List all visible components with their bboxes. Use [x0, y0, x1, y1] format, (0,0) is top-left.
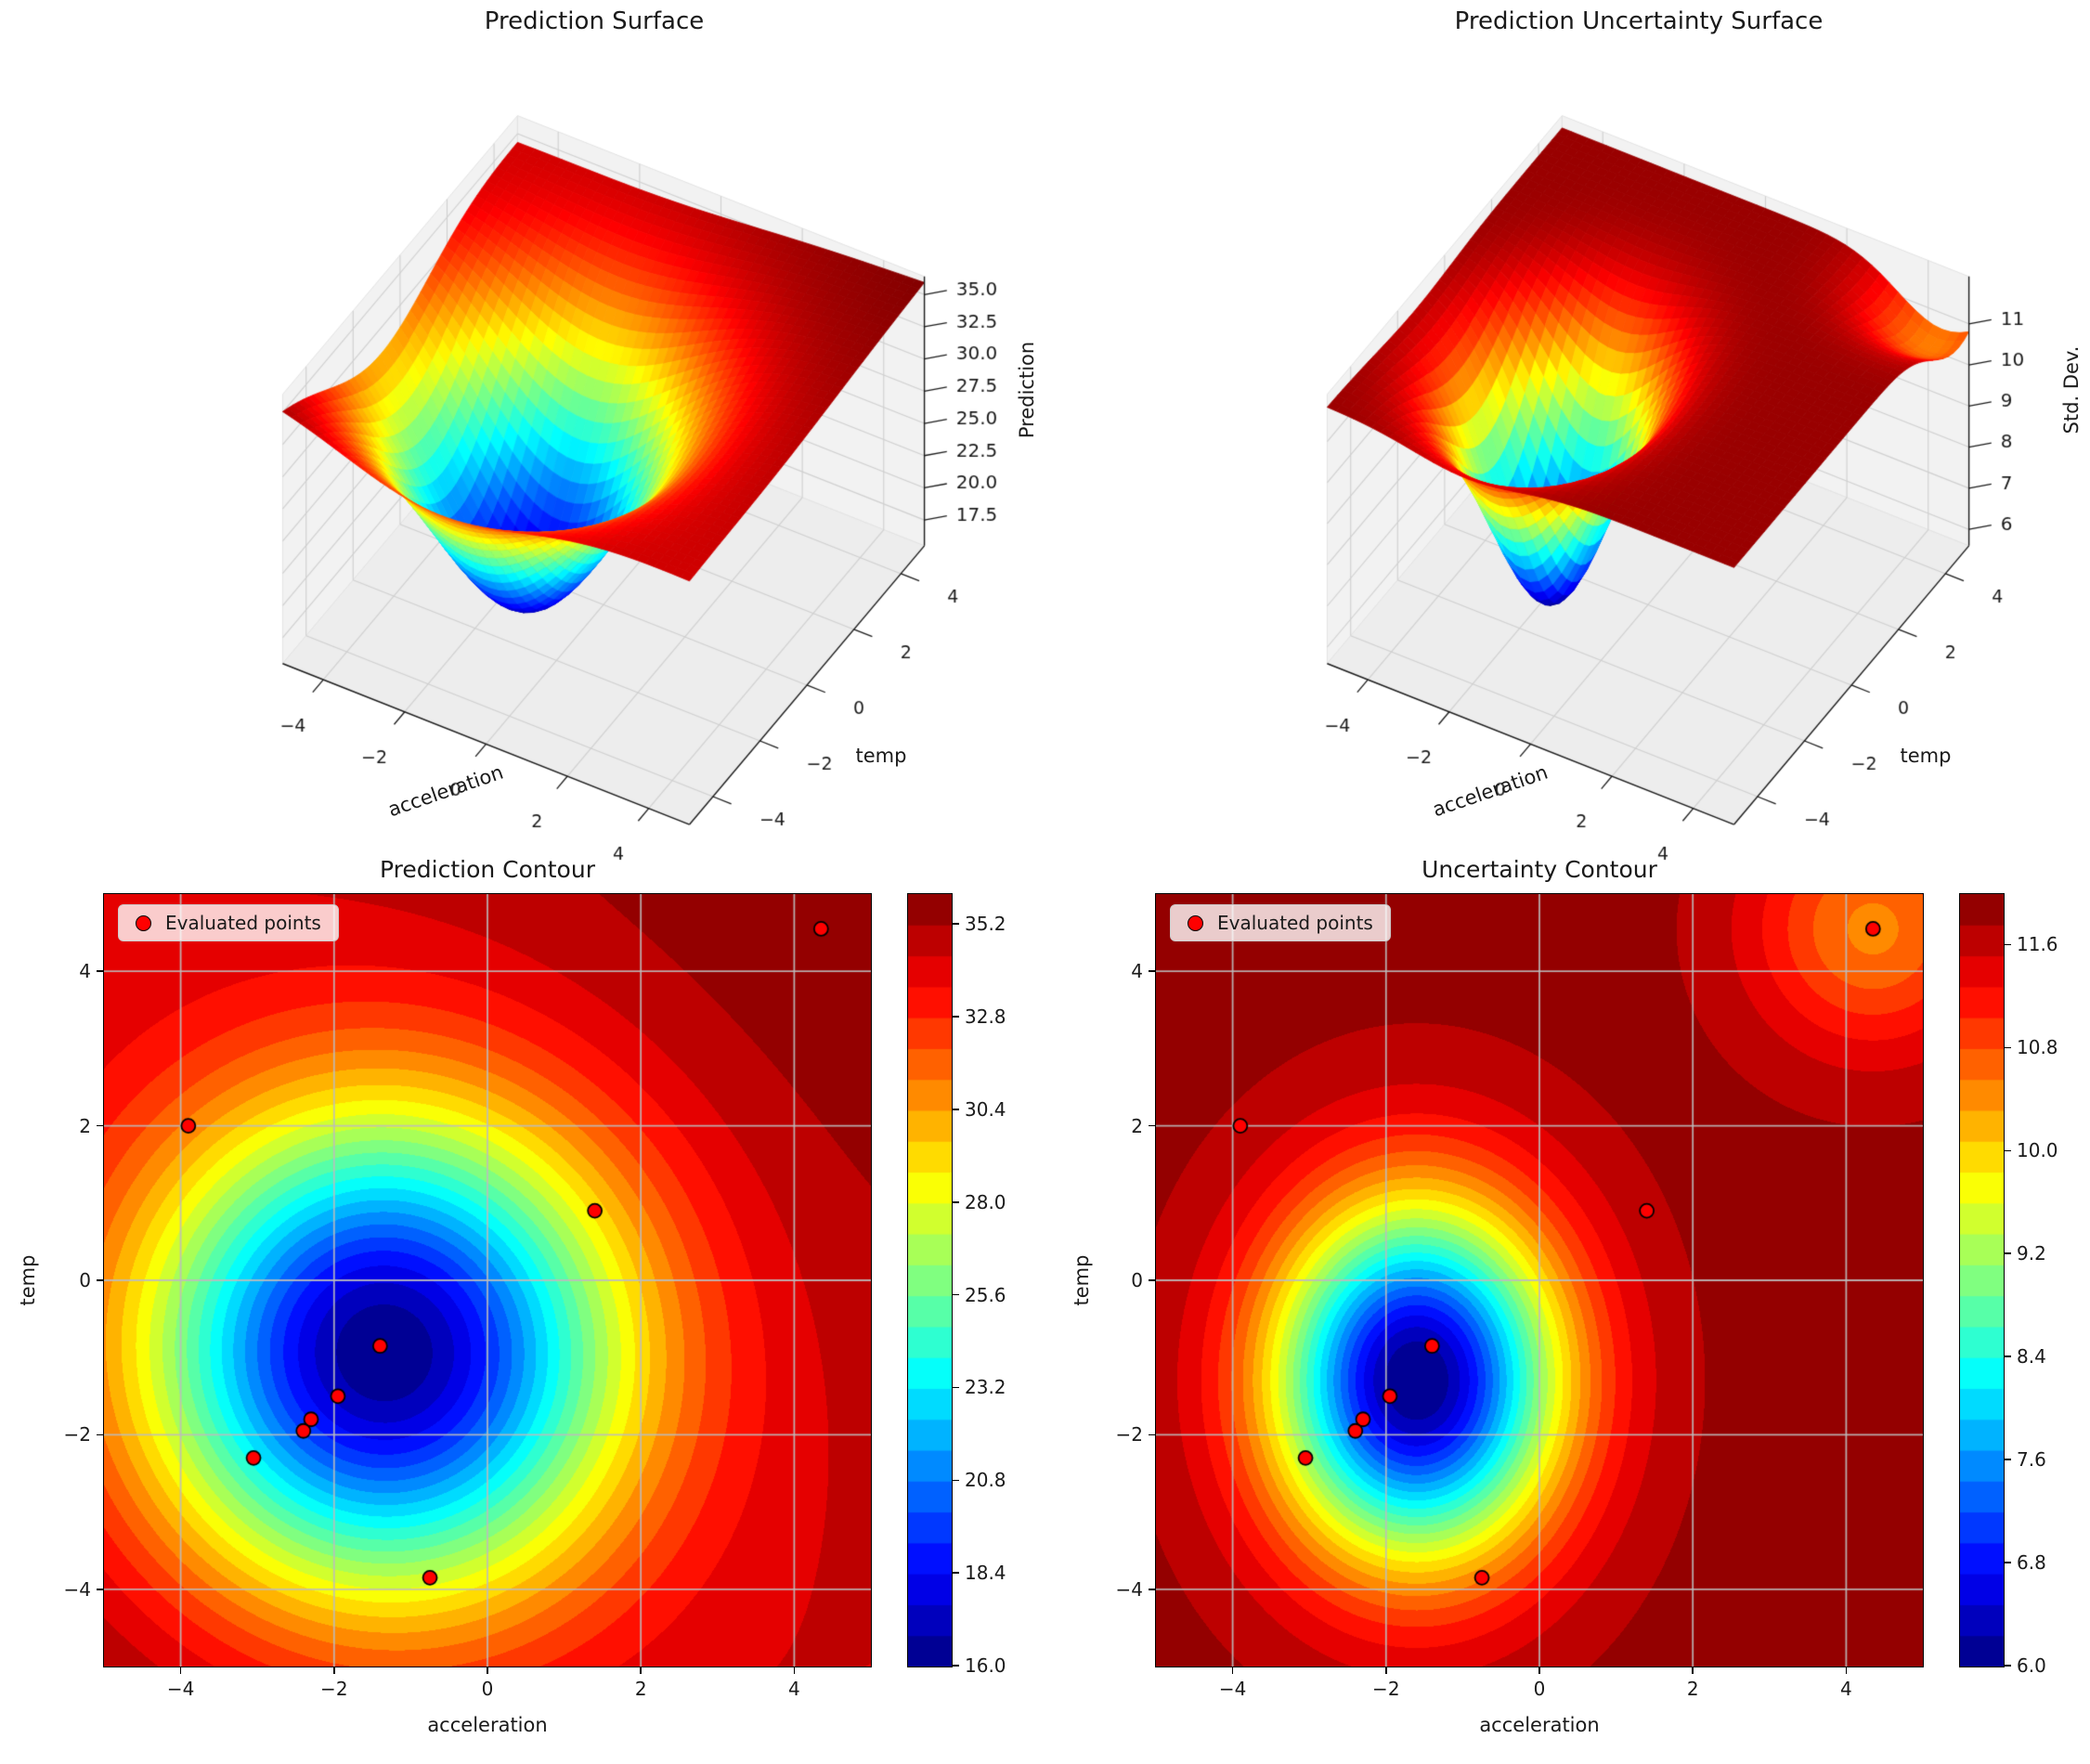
colorbar-tick-label: 23.2: [965, 1376, 1006, 1399]
colorbar-tick-mark: [952, 923, 959, 926]
x-axis-tick-label: 4: [788, 1678, 800, 1700]
x-axis-tick-label: 2: [634, 1678, 647, 1700]
x-axis-tick-mark: [793, 1667, 796, 1674]
y-axis-tick-label: 0: [1131, 1269, 1143, 1291]
x-axis-tick-mark: [333, 1667, 335, 1674]
x-axis-tick-label: 4: [1840, 1678, 1852, 1700]
y-axis-tick-label: 0: [79, 1269, 91, 1291]
colorbar-tick-label: 18.4: [965, 1562, 1006, 1585]
uncertainty-surface-plot: [1184, 37, 2090, 887]
surface1-z-axis-label: Prediction: [1016, 341, 1038, 439]
y-axis-tick-label: −4: [1115, 1577, 1143, 1601]
y-axis-tick-label: 4: [1131, 960, 1143, 983]
colorbar-tick-mark: [2004, 1562, 2011, 1563]
colorbar-tick-mark: [2004, 1046, 2011, 1049]
y-axis-tick-mark: [1149, 1433, 1156, 1436]
y-axis-tick-mark: [97, 1433, 104, 1436]
colorbar-tick-mark: [2004, 1252, 2011, 1255]
x-axis-tick-label: −4: [166, 1678, 195, 1700]
colorbar-tick-mark: [952, 1479, 959, 1482]
prediction-surface-title: Prediction Surface: [484, 7, 705, 35]
y-axis-tick-mark: [1149, 1279, 1156, 1281]
x-axis-tick-mark: [640, 1667, 642, 1674]
x-axis-tick-mark: [179, 1667, 182, 1674]
x-axis-tick-label: 0: [1533, 1678, 1546, 1700]
colorbar-tick-mark: [2004, 1459, 2011, 1460]
surface1-y-axis-label: temp: [855, 745, 907, 767]
legend-prediction-contour: Evaluated points: [118, 904, 339, 941]
evaluated-point-marker-icon: [1188, 914, 1203, 931]
colorbar-tick-label: 10.8: [2017, 1036, 2058, 1059]
x-axis-tick-mark: [487, 1667, 488, 1674]
x-axis-tick-label: −4: [1218, 1678, 1247, 1700]
colorbar-tick-mark: [952, 1386, 959, 1389]
colorbar-tick-label: 16.0: [965, 1654, 1006, 1677]
y-axis-tick-label: −4: [63, 1577, 91, 1601]
colorbar-tick-label: 10.0: [2017, 1139, 2058, 1162]
colorbar-tick-label: 20.8: [965, 1469, 1006, 1492]
colorbar-tick-label: 7.6: [2017, 1448, 2046, 1472]
evaluated-point-marker-icon: [136, 914, 151, 931]
colorbar-tick-label: 25.6: [965, 1283, 1006, 1306]
prediction-contour-title: Prediction Contour: [380, 856, 595, 883]
uncertainty-colorbar: [1959, 893, 2005, 1667]
colorbar-tick-mark: [952, 1201, 959, 1203]
colorbar-tick-label: 11.6: [2017, 933, 2058, 956]
colorbar-tick-label: 35.2: [965, 913, 1006, 936]
y-axis-tick-mark: [97, 1279, 104, 1281]
colorbar-tick-label: 8.4: [2017, 1345, 2046, 1368]
colorbar-tick-mark: [2004, 1665, 2011, 1667]
colorbar-tick-label: 32.8: [965, 1005, 1006, 1029]
y-axis-tick-label: 2: [1131, 1114, 1143, 1137]
prediction-surface-plot: [139, 37, 1045, 887]
y-axis-tick-label: 4: [79, 960, 91, 983]
y-axis-tick-label: −2: [1115, 1423, 1143, 1446]
colorbar-tick-label: 28.0: [965, 1190, 1006, 1213]
colorbar-tick-mark: [2004, 1355, 2011, 1357]
legend-uncertainty-contour: Evaluated points: [1170, 904, 1391, 941]
y-axis-tick-mark: [97, 1589, 104, 1590]
y-axis-tick-mark: [1149, 1589, 1156, 1590]
y-axis-tick-mark: [97, 1124, 104, 1127]
x-axis-tick-mark: [1231, 1667, 1234, 1674]
x-axis-tick-mark: [1845, 1667, 1848, 1674]
x-axis-tick-mark: [1692, 1667, 1694, 1674]
x-axis-tick-label: −2: [320, 1678, 348, 1700]
uncertainty-contour-plot: [1154, 892, 1924, 1667]
colorbar-tick-label: 6.8: [2017, 1551, 2046, 1575]
colorbar-tick-mark: [2004, 943, 2011, 946]
y-axis-tick-mark: [1149, 1124, 1156, 1127]
y-axis-tick-label: −2: [63, 1423, 91, 1446]
x-axis-tick-label: −2: [1372, 1678, 1400, 1700]
colorbar-tick-mark: [952, 1293, 959, 1296]
colorbar-tick-label: 30.4: [965, 1097, 1006, 1121]
colorbar-tick-label: 9.2: [2017, 1242, 2046, 1265]
x-axis-tick-label: 2: [1686, 1678, 1699, 1700]
legend-label: Evaluated points: [1217, 912, 1373, 934]
prediction-contour-plot: [102, 892, 872, 1667]
colorbar-tick-mark: [2004, 1149, 2011, 1152]
x-axis-tick-mark: [1385, 1667, 1387, 1674]
x-axis-tick-mark: [1538, 1667, 1540, 1674]
x-axis-tick-label: 0: [481, 1678, 494, 1700]
surface2-y-axis-label: temp: [1900, 745, 1952, 767]
colorbar-tick-mark: [952, 1109, 959, 1110]
uncertainty-contour-title: Uncertainty Contour: [1421, 856, 1657, 883]
colorbar-tick-mark: [952, 1016, 959, 1018]
contour2-y-axis-label: temp: [1071, 1254, 1093, 1306]
colorbar-tick-mark: [952, 1665, 959, 1667]
colorbar-tick-label: 6.0: [2017, 1654, 2046, 1677]
contour2-x-axis-label: acceleration: [1479, 1714, 1600, 1736]
y-axis-tick-label: 2: [79, 1114, 91, 1137]
contour1-x-axis-label: acceleration: [427, 1714, 548, 1736]
y-axis-tick-mark: [97, 970, 104, 972]
legend-label: Evaluated points: [165, 912, 321, 934]
contour1-y-axis-label: temp: [17, 1254, 39, 1306]
uncertainty-surface-title: Prediction Uncertainty Surface: [1454, 7, 1824, 35]
y-axis-tick-mark: [1149, 970, 1156, 972]
colorbar-tick-mark: [952, 1572, 959, 1574]
prediction-colorbar: [907, 893, 953, 1667]
surface2-z-axis-label: Std. Dev.: [2060, 345, 2083, 435]
